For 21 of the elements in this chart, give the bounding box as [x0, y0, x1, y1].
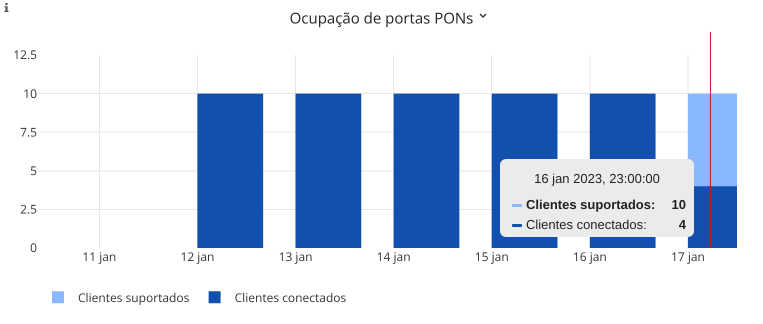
y-tick-label: 10	[23, 84, 38, 102]
x-tick-label: 16 jan	[572, 248, 607, 265]
y-tick-label: 0	[30, 239, 38, 256]
x-tick-label: 11 jan	[82, 248, 116, 265]
chart-title: Ocupação de portas PONs	[290, 8, 474, 28]
y-tick-label: 5	[30, 162, 38, 179]
legend-label: Clientes conectados	[234, 288, 346, 306]
annotation: 10	[672, 197, 686, 212]
x-tick-label: 14 jan	[376, 248, 411, 265]
y-tick-label: 2.5	[20, 200, 38, 218]
annotation: Clientes conectados:	[526, 217, 647, 232]
y-tick-label: 7.5	[20, 123, 38, 140]
x-tick-label: 13 jan	[278, 248, 312, 265]
x-tick-label: 17 jan	[670, 248, 705, 265]
annotation: Clientes suportados:	[526, 197, 656, 212]
legend-label: Clientes suportados	[78, 288, 190, 306]
x-tick-label: 15 jan	[474, 248, 509, 265]
annotation: 16 jan 2023, 23:00:00	[533, 171, 661, 186]
x-tick-label: 12 jan	[180, 248, 214, 265]
y-tick-label: 12.5	[13, 46, 38, 64]
annotation: 4	[678, 217, 686, 232]
